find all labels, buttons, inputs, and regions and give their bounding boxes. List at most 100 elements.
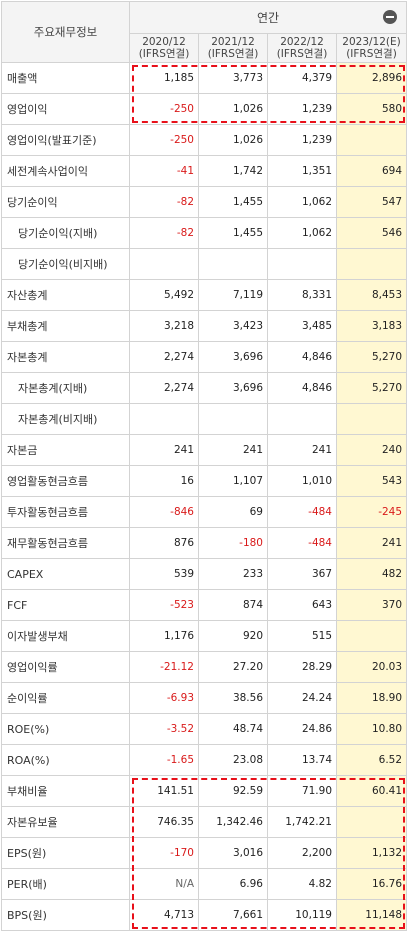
minus-circle-icon[interactable] bbox=[383, 10, 398, 24]
value-cell: 6.52 bbox=[335, 744, 407, 776]
row-label: 이자발생부채 bbox=[1, 620, 130, 652]
value-cell: 241 bbox=[198, 434, 268, 466]
value-cell: 2,274 bbox=[129, 372, 199, 404]
value-cell: 6.96 bbox=[198, 868, 268, 900]
value-cell: 13.74 bbox=[267, 744, 337, 776]
value-cell: -846 bbox=[129, 496, 199, 528]
value-cell: -180 bbox=[198, 527, 268, 559]
value-cell: 1,107 bbox=[198, 465, 268, 497]
row-label: 영업이익(발표기준) bbox=[1, 124, 130, 156]
table-row: ROE(%) -3.52 48.74 24.86 10.80 bbox=[1, 713, 407, 745]
value-cell: 27.20 bbox=[198, 651, 268, 683]
value-cell: 876 bbox=[129, 527, 199, 559]
row-label: PER(배) bbox=[1, 868, 130, 900]
period-label: 연간 bbox=[256, 11, 280, 25]
value-cell: -484 bbox=[267, 496, 337, 528]
year-label: 2020/12 bbox=[142, 36, 186, 48]
row-label: 투자활동현금흐름 bbox=[1, 496, 130, 528]
value-cell: 7,119 bbox=[198, 279, 268, 311]
table-row: 순이익률 -6.93 38.56 24.24 18.90 bbox=[1, 682, 407, 714]
value-cell bbox=[335, 806, 407, 838]
row-label: CAPEX bbox=[1, 558, 130, 590]
value-cell: 367 bbox=[267, 558, 337, 590]
table-row: 자본유보율 746.35 1,342.46 1,742.21 bbox=[1, 806, 407, 838]
value-cell: 1,176 bbox=[129, 620, 199, 652]
value-cell: 48.74 bbox=[198, 713, 268, 745]
value-cell: 241 bbox=[335, 527, 407, 559]
value-cell: 3,218 bbox=[129, 310, 199, 342]
value-cell: 141.51 bbox=[129, 775, 199, 807]
value-cell bbox=[198, 403, 268, 435]
row-label: 세전계속사업이익 bbox=[1, 155, 130, 187]
value-cell: 24.86 bbox=[267, 713, 337, 745]
value-cell: 1,455 bbox=[198, 186, 268, 218]
value-cell: 16 bbox=[129, 465, 199, 497]
row-label: ROA(%) bbox=[1, 744, 130, 776]
value-cell: -82 bbox=[129, 186, 199, 218]
value-cell: 1,239 bbox=[267, 93, 337, 125]
value-cell: 5,270 bbox=[335, 372, 407, 404]
value-cell: 2,896 bbox=[335, 62, 407, 94]
value-cell: 28.29 bbox=[267, 651, 337, 683]
value-cell bbox=[335, 124, 407, 156]
value-cell: -6.93 bbox=[129, 682, 199, 714]
table-row: 영업활동현금흐름 16 1,107 1,010 543 bbox=[1, 465, 407, 497]
row-label: 자본유보율 bbox=[1, 806, 130, 838]
row-label: 자산총계 bbox=[1, 279, 130, 311]
table-row: 영업이익 -250 1,026 1,239 580 bbox=[1, 93, 407, 125]
table-row: FCF -523 874 643 370 bbox=[1, 589, 407, 621]
value-cell: 3,696 bbox=[198, 341, 268, 373]
table-row: 당기순이익 -82 1,455 1,062 547 bbox=[1, 186, 407, 218]
value-cell: 11,148 bbox=[335, 899, 407, 931]
value-cell: 1,342.46 bbox=[198, 806, 268, 838]
value-cell: 1,351 bbox=[267, 155, 337, 187]
row-label: 순이익률 bbox=[1, 682, 130, 714]
table-row: 자본총계 2,274 3,696 4,846 5,270 bbox=[1, 341, 407, 373]
value-cell: 746.35 bbox=[129, 806, 199, 838]
value-cell bbox=[129, 248, 199, 280]
value-cell: 1,742.21 bbox=[267, 806, 337, 838]
value-cell: -21.12 bbox=[129, 651, 199, 683]
year-label: 2023/12(E) bbox=[342, 36, 401, 48]
row-label: 영업이익률 bbox=[1, 651, 130, 683]
row-label: 재무활동현금흐름 bbox=[1, 527, 130, 559]
year-header: 2020/12 (IFRS연결) bbox=[129, 33, 199, 63]
value-cell: 874 bbox=[198, 589, 268, 621]
value-cell: -41 bbox=[129, 155, 199, 187]
value-cell: 69 bbox=[198, 496, 268, 528]
row-label: 영업이익 bbox=[1, 93, 130, 125]
table-row: 자산총계 5,492 7,119 8,331 8,453 bbox=[1, 279, 407, 311]
value-cell: 4,846 bbox=[267, 372, 337, 404]
year-label: 2022/12 bbox=[280, 36, 324, 48]
value-cell: 1,026 bbox=[198, 93, 268, 125]
value-cell: -250 bbox=[129, 93, 199, 125]
value-cell: 2,274 bbox=[129, 341, 199, 373]
table-row: 부채비율 141.51 92.59 71.90 60.41 bbox=[1, 775, 407, 807]
value-cell bbox=[198, 248, 268, 280]
value-cell: 16.76 bbox=[335, 868, 407, 900]
table-row: 이자발생부채 1,176 920 515 bbox=[1, 620, 407, 652]
value-cell bbox=[267, 248, 337, 280]
value-cell: 4.82 bbox=[267, 868, 337, 900]
value-cell: 10.80 bbox=[335, 713, 407, 745]
value-cell: 2,200 bbox=[267, 837, 337, 869]
value-cell: 3,423 bbox=[198, 310, 268, 342]
table-row: 자본총계(비지배) bbox=[1, 403, 407, 435]
value-cell: 18.90 bbox=[335, 682, 407, 714]
value-cell: 1,010 bbox=[267, 465, 337, 497]
row-label: EPS(원) bbox=[1, 837, 130, 869]
row-label: FCF bbox=[1, 589, 130, 621]
value-cell: 1,062 bbox=[267, 186, 337, 218]
value-cell: 5,492 bbox=[129, 279, 199, 311]
table-row: 매출액 1,185 3,773 4,379 2,896 bbox=[1, 62, 407, 94]
value-cell: 8,331 bbox=[267, 279, 337, 311]
row-label: 부채총계 bbox=[1, 310, 130, 342]
value-cell: -484 bbox=[267, 527, 337, 559]
value-cell: 8,453 bbox=[335, 279, 407, 311]
value-cell: 7,661 bbox=[198, 899, 268, 931]
value-cell: 482 bbox=[335, 558, 407, 590]
table-row: 당기순이익(비지배) bbox=[1, 248, 407, 280]
table-row: 재무활동현금흐름 876 -180 -484 241 bbox=[1, 527, 407, 559]
